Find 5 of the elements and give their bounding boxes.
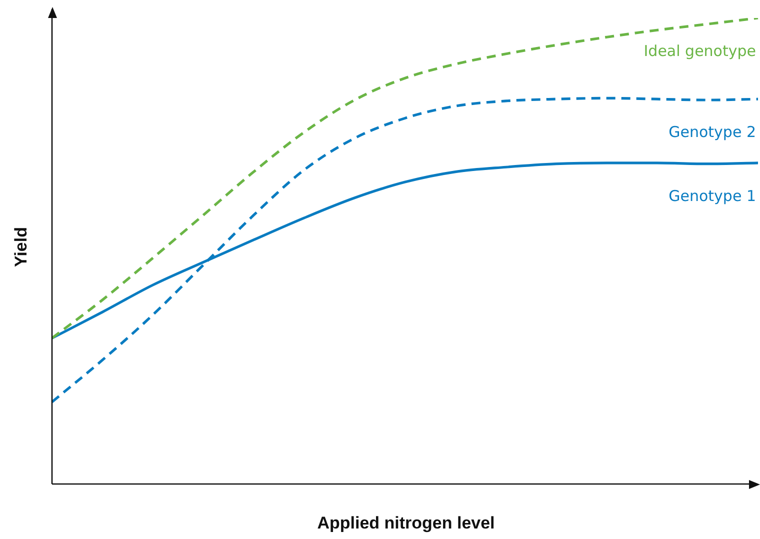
x-axis-title: Applied nitrogen level: [317, 514, 495, 533]
series-label: Ideal genotype: [644, 42, 756, 60]
y-axis-title: Yield: [12, 227, 31, 267]
series-label: Genotype 1: [668, 186, 756, 205]
series-label: Genotype 2: [668, 122, 756, 141]
